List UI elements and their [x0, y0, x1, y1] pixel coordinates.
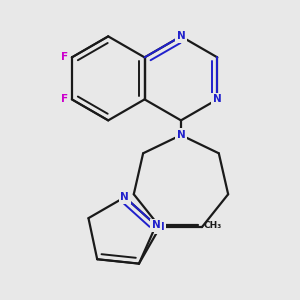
Text: N: N: [213, 94, 222, 104]
Text: N: N: [156, 222, 164, 232]
Text: CH₃: CH₃: [203, 221, 221, 230]
Text: N: N: [177, 130, 185, 140]
Text: N: N: [177, 32, 185, 41]
Text: F: F: [61, 52, 68, 62]
Text: F: F: [61, 94, 68, 104]
Text: N: N: [121, 192, 129, 202]
Text: N: N: [152, 220, 161, 230]
